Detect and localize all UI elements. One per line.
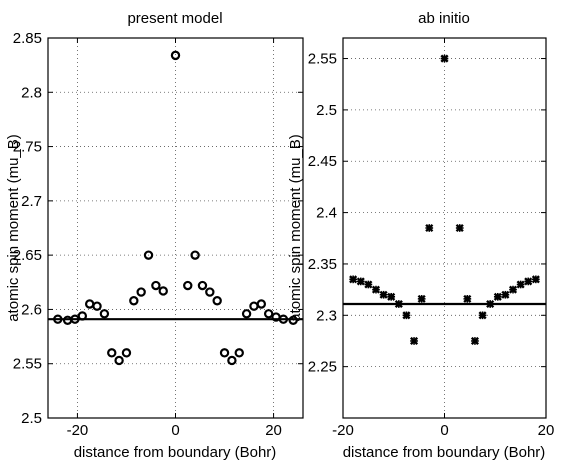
data-point-star <box>531 275 540 284</box>
x-tick-label: -20 <box>67 422 89 439</box>
data-point-star <box>402 311 411 320</box>
x-tick-label: 20 <box>265 422 282 439</box>
data-point-circle <box>183 280 193 291</box>
x-tick-label: 0 <box>171 422 179 439</box>
y-tick-label: 2.3 <box>316 307 337 324</box>
chart-title: ab initio <box>418 10 470 27</box>
grid <box>48 37 303 419</box>
data-point-circle <box>70 314 80 324</box>
data-point-star <box>524 277 533 286</box>
x-axis-label: distance from boundary (Bohr) <box>74 444 277 461</box>
x-tick-label: 20 <box>538 422 555 439</box>
data-point-star <box>470 336 479 346</box>
data-point-circle <box>143 250 154 260</box>
data-point-star <box>440 54 449 63</box>
data-point-star <box>463 294 472 303</box>
data-point-star <box>394 299 403 309</box>
x-tick-label: 0 <box>440 422 448 439</box>
y-tick-label: 2.8 <box>21 84 42 101</box>
data-point-star <box>493 292 502 301</box>
data-point-circle <box>129 296 139 306</box>
data-point-star <box>425 223 434 233</box>
y-tick-label: 2.25 <box>308 359 337 376</box>
data-point-star <box>478 311 487 320</box>
data-point-circle <box>278 314 289 324</box>
grid <box>342 38 547 418</box>
y-axis-label: atomic spin moment (mu_B) <box>287 134 304 322</box>
data-point-circle <box>77 311 88 321</box>
data-point-star <box>379 290 388 299</box>
data-point-circle <box>121 348 132 358</box>
y-tick-label: 2.6 <box>21 301 42 318</box>
data-point-circle <box>53 314 63 324</box>
data-point-circle <box>151 280 161 291</box>
data-point-star <box>417 294 426 303</box>
data-point-circle <box>212 296 222 306</box>
y-tick-label: 2.5 <box>21 410 42 427</box>
data-point-star <box>387 292 396 301</box>
data-point-circle <box>219 348 230 358</box>
data-point-circle <box>92 301 102 311</box>
data-point-circle <box>256 299 267 309</box>
y-tick-label: 2.4 <box>316 205 337 222</box>
y-tick-label: 2.75 <box>13 139 42 156</box>
y-tick-label: 2.55 <box>13 356 42 373</box>
data-points <box>53 50 298 366</box>
data-point-star <box>410 336 419 346</box>
data-point-circle <box>241 309 252 319</box>
x-axis-label: distance from boundary (Bohr) <box>343 444 546 461</box>
data-point-circle <box>84 299 95 309</box>
tick-labels: -20 0 20 2.25 2.3 2.35 2.4 2.45 2.5 2.55 <box>308 38 555 439</box>
data-point-circle <box>263 309 274 319</box>
data-point-star <box>516 280 525 289</box>
tick-labels: -20 0 20 2.5 2.55 2.6 2.65 2.7 2.75 2.8 2.85 <box>13 30 303 439</box>
y-tick-label: 2.65 <box>13 247 42 264</box>
data-point-circle <box>158 286 168 296</box>
y-tick-label: 2.35 <box>308 256 337 273</box>
data-point-circle <box>271 312 281 322</box>
data-point-circle <box>107 348 117 358</box>
data-point-circle <box>227 355 237 366</box>
data-point-circle <box>288 315 298 325</box>
data-point-circle <box>197 280 208 291</box>
data-point-circle <box>249 301 259 311</box>
y-tick-label: 2.7 <box>21 193 42 210</box>
x-tick-label: -20 <box>332 422 354 439</box>
data-point-star <box>486 299 495 309</box>
data-point-circle <box>234 348 244 358</box>
data-point-star <box>364 280 373 289</box>
panel-ab-initio: ab initio -20 0 20 2.25 2.3 2.35 2.4 2.45 2.5 2.5… <box>287 10 554 461</box>
data-point-circle <box>205 287 215 297</box>
y-tick-label: 2.55 <box>308 51 337 68</box>
data-points <box>349 54 540 346</box>
panel-present-model: present model -20 0 20 2.5 2.55 2.6 2.65 2.7 2.7… <box>5 10 304 461</box>
data-point-circle <box>170 50 181 61</box>
data-point-star <box>371 285 381 294</box>
y-tick-label: 2.5 <box>316 102 337 119</box>
data-point-circle <box>114 355 124 366</box>
y-tick-label: 2.85 <box>13 30 42 47</box>
data-point-star <box>455 223 464 233</box>
data-point-circle <box>136 287 146 297</box>
data-point-circle <box>190 250 200 260</box>
chart-title: present model <box>127 10 222 27</box>
data-point-circle <box>99 309 110 319</box>
y-axis-label: atomic spin moment (mu_B) <box>5 134 22 322</box>
data-point-star <box>501 290 510 299</box>
data-point-star <box>356 277 365 286</box>
data-point-star <box>508 285 518 294</box>
data-point-star <box>349 275 358 284</box>
y-tick-label: 2.45 <box>308 153 337 170</box>
